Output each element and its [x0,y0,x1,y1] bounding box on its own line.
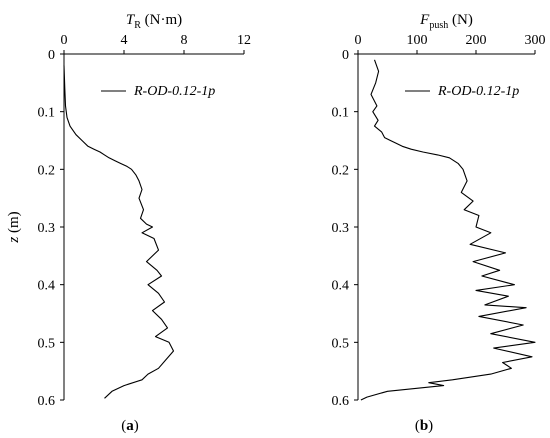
x-tick-label: 100 [407,33,428,48]
x-axis-title-symbol: T [126,12,136,28]
y-tick-label: 0.4 [332,279,350,294]
panel-a-chart: 0 4 8 12 0 0.1 0.2 0.3 0.4 0.5 0.6 TR (N·m) z (m) R-O… [6,12,251,434]
y-tick-label: 0.3 [38,221,56,236]
panel-label: (b) [415,418,433,434]
x-tick-label: 4 [121,33,128,48]
series-line-1 [63,65,175,399]
y-axis-title-unit: (m) [6,211,22,236]
panel-b-chart: 0 100 200 300 0 0.1 0.2 0.3 0.4 0.5 0.6 Fpush (N) R-… [332,12,546,434]
x-tick-label: 12 [237,33,251,48]
panel-label-open: ( [415,418,420,434]
legend-entry-label: R-OD-0.12-1p [133,84,215,99]
y-tick-label: 0.1 [38,106,56,121]
y-tick-label: 0 [342,48,349,63]
x-axis-title-subscript: push [429,20,448,31]
x-axis-title-subscript: R [134,20,141,31]
y-tick-label: 0 [48,48,55,63]
series-line-1 [360,59,536,401]
y-tick-label: 0.5 [38,336,56,351]
y-tick-label: 0.5 [332,336,350,351]
panel-label-letter: a [126,418,134,434]
y-axis-title-symbol: z [6,237,22,244]
y-axis-title: z (m) [6,211,22,243]
panel-label-open: ( [121,418,126,434]
x-tick-label: 300 [525,33,546,48]
y-tick-label: 0.3 [332,221,350,236]
panel-label-close: ) [134,418,139,434]
x-axis-title: TR (N·m) [126,12,182,31]
panel-label: (a) [121,418,139,434]
y-tick-label: 0.1 [332,106,350,121]
legend-entry-label: R-OD-0.12-1p [437,84,519,99]
y-tick-label: 0.2 [332,163,350,178]
x-tick-label: 8 [181,33,188,48]
y-tick-label: 0.6 [332,394,350,409]
x-tick-label: 0 [61,33,68,48]
y-tick-label: 0.4 [38,279,56,294]
panel-label-letter: b [420,418,428,434]
x-axis-title-unit: (N) [448,12,473,28]
x-axis-title-unit: (N·m) [141,12,182,28]
x-tick-label: 200 [466,33,487,48]
panel-label-close: ) [428,418,433,434]
x-tick-label: 0 [355,33,362,48]
y-tick-label: 0.2 [38,163,56,178]
x-axis-title-symbol: F [419,12,430,28]
x-axis-title: Fpush (N) [419,12,473,31]
y-tick-label: 0.6 [38,394,56,409]
